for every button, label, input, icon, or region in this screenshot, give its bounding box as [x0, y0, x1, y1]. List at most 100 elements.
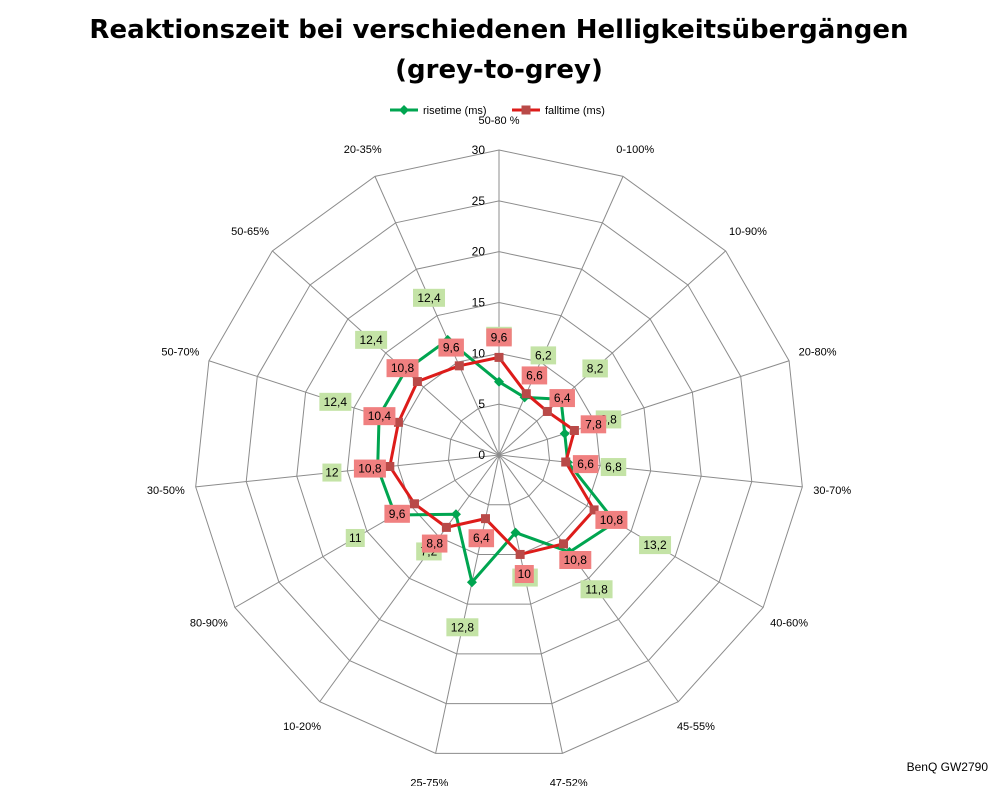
data-point [450, 509, 461, 520]
category-label: 50-70% [161, 346, 199, 358]
grid-spoke [498, 454, 679, 703]
data-label-box [486, 328, 512, 347]
data-point [561, 457, 571, 467]
radial-tick-label: 15 [472, 296, 486, 310]
data-label-box [582, 359, 608, 378]
category-label: 30-70% [813, 485, 851, 497]
data-label: 12,4 [324, 395, 348, 409]
data-label: 8,8 [426, 537, 443, 551]
data-point [412, 377, 422, 387]
data-label-box [355, 330, 388, 349]
data-label: 12,4 [417, 291, 441, 305]
category-label: 80-90% [190, 618, 228, 630]
category-label: 47-52% [550, 778, 588, 786]
data-label-box [559, 551, 592, 570]
data-label: 10 [518, 567, 532, 581]
data-label-box [514, 565, 534, 584]
data-label: 13,2 [643, 538, 667, 552]
data-label: 7,8 [585, 417, 602, 431]
data-label: 12,8 [451, 620, 475, 634]
legend-label: falltime (ms) [545, 105, 605, 117]
category-label: 10-20% [283, 721, 321, 733]
legend-marker [399, 105, 409, 115]
data-label-box [345, 528, 365, 547]
data-label: 6,2 [535, 348, 552, 362]
data-point [559, 539, 569, 549]
series-line [388, 355, 596, 556]
grid-ring [397, 352, 601, 555]
data-point [494, 352, 504, 362]
category-label: 10-90% [729, 226, 767, 238]
data-label: 10,8 [358, 462, 382, 476]
grid-ring [245, 200, 753, 705]
data-label-box [386, 359, 419, 378]
category-label: 0-100% [616, 144, 654, 156]
data-point [409, 499, 419, 509]
data-label: 6,6 [577, 457, 594, 471]
grid-spoke [498, 250, 726, 456]
legend-marker [521, 105, 531, 115]
data-point [393, 417, 403, 427]
data-label-box [319, 392, 352, 411]
data-point [494, 376, 504, 387]
legend: risetime (ms) falltime (ms) [390, 105, 605, 117]
data-label-box [446, 618, 479, 637]
grid-spoke [498, 454, 563, 754]
data-label: 12,4 [359, 333, 383, 347]
category-label: 25-75% [410, 778, 448, 786]
grid-spoke [319, 454, 500, 703]
series-line [376, 338, 617, 584]
category-label: 20-35% [344, 144, 382, 156]
data-point [542, 406, 552, 416]
data-label: 12 [325, 466, 339, 480]
data-label-box [322, 463, 342, 482]
data-label-box [572, 455, 599, 474]
data-point [510, 527, 521, 538]
data-label-box [549, 389, 575, 408]
category-label: 50-80 % [479, 115, 520, 127]
data-point [454, 361, 464, 371]
data-label: 6,6 [526, 368, 543, 382]
grid-spoke [435, 454, 500, 754]
chart-title: Reaktionszeit bei verschiedenen Helligke… [0, 10, 998, 90]
data-label-box [353, 459, 386, 478]
data-label-box [413, 288, 446, 307]
radial-tick-label: 10 [472, 346, 486, 360]
data-point [589, 505, 599, 515]
data-label-box [600, 458, 627, 477]
data-label: 9,6 [491, 330, 508, 344]
radar-grid: 0 5 10 15 20 25 30 50-80 % 0-100% 10-90% 20-80% 30-… [147, 115, 851, 786]
data-label: 8,2 [587, 361, 604, 375]
data-label: 9,6 [389, 507, 406, 521]
data-point [559, 428, 570, 439]
data-point [569, 425, 579, 435]
category-label: 40-60% [770, 618, 808, 630]
category-label: 20-80% [799, 346, 837, 358]
grid-spoke [272, 250, 500, 456]
radial-tick-label: 25 [472, 194, 486, 208]
data-point [466, 577, 477, 588]
legend-label: risetime (ms) [423, 105, 487, 117]
category-label: 45-55% [677, 721, 715, 733]
data-label-box [384, 504, 410, 523]
grid-spoke [498, 454, 803, 488]
data-label: 10,8 [600, 513, 624, 527]
data-point [480, 514, 490, 524]
data-label: 10,8 [564, 553, 588, 567]
monitor-credit: BenQ GW2790 [906, 760, 988, 774]
data-label: 10,4 [368, 409, 392, 423]
grid-spoke [195, 454, 500, 488]
series-falltime [385, 352, 599, 559]
grid-spoke [234, 454, 500, 608]
radial-tick-label: 30 [472, 143, 486, 157]
data-label-box [595, 510, 628, 529]
radial-tick-label: 0 [478, 448, 485, 462]
data-point [521, 389, 531, 399]
data-label-box [580, 415, 607, 434]
data-label: 9,6 [443, 341, 460, 355]
radial-tick-label: 5 [478, 397, 485, 411]
data-label: 6,8 [605, 460, 622, 474]
data-label-box [580, 580, 613, 599]
data-label-box [639, 536, 672, 555]
